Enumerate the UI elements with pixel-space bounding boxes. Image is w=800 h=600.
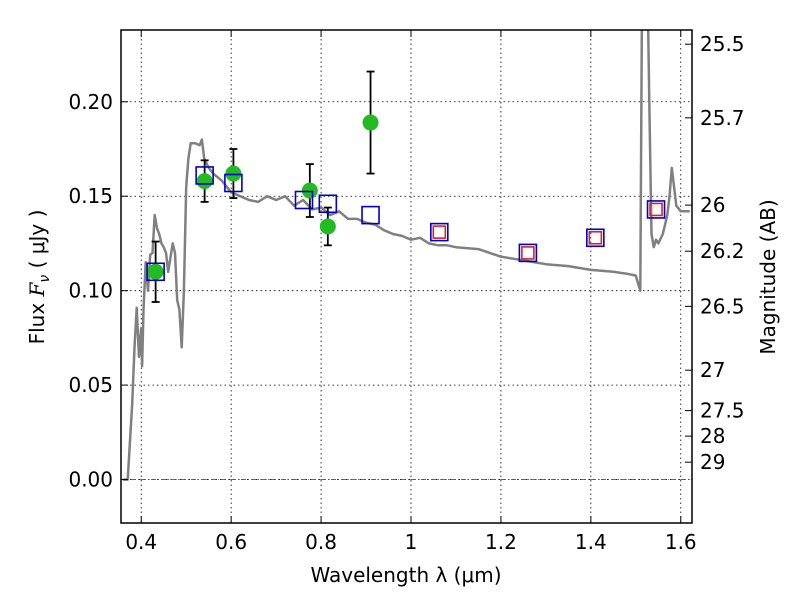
x-tick-label: 0.4 [125, 530, 157, 554]
plot-area [123, 30, 690, 481]
axis-ticks [121, 30, 692, 523]
right-tick-label: 29 [700, 450, 725, 474]
model-square-marker [294, 190, 314, 210]
y-tick-label: 0.10 [68, 279, 113, 303]
x-tick-label: 1.6 [665, 530, 697, 554]
model-square-marker [361, 205, 380, 225]
y-axis-label-subscript: ν [37, 275, 53, 283]
right-tick-label: 26.2 [700, 239, 745, 263]
y-axis-label-variable: F [25, 281, 49, 297]
right-tick-label: 26.5 [700, 294, 745, 318]
y-axis-label-prefix: Flux [25, 296, 49, 344]
model-square-marker [518, 243, 538, 263]
observed-data-point [147, 263, 164, 280]
right-tick-label: 27 [700, 358, 725, 382]
grid-lines [121, 30, 692, 523]
model-square-inner-marker [588, 230, 603, 245]
y-tick-label: 0.20 [68, 90, 113, 114]
model-square-marker [646, 200, 666, 219]
right-tick-label: 25.7 [700, 106, 745, 130]
observed-data-point [301, 182, 318, 199]
x-tick-label: 1.4 [575, 530, 607, 554]
observed-data-point [319, 218, 336, 235]
x-tick-label: 0.8 [305, 530, 337, 554]
model-square-marker [430, 222, 449, 242]
right-tick-label: 27.5 [700, 399, 745, 423]
x-tick-label: 1 [405, 530, 418, 554]
tick-labels: 0.4 0.6 0.8 1 1.2 1.4 1.6 0.00 0.05 0.10 0.15 0.20 2… [68, 32, 744, 554]
y-tick-label: 0.05 [68, 373, 113, 397]
right-tick-label: 26 [700, 193, 725, 217]
x-axis-label: Wavelength λ (μm) [310, 563, 501, 587]
observed-data-point [362, 114, 379, 131]
right-tick-label: 28 [700, 424, 725, 448]
right-tick-label: 25.5 [700, 32, 745, 56]
y-tick-label: 0.15 [68, 184, 113, 208]
y-tick-label: 0.00 [68, 468, 113, 492]
y-axis-label: Flux Fν ( μJy ) [25, 210, 53, 345]
right-axis-label: Magnitude (AB) [756, 199, 780, 354]
observed-data-point [225, 165, 242, 182]
model-square-marker [224, 173, 243, 193]
model-square-inner-marker [521, 246, 535, 260]
plot-frame [120, 29, 693, 524]
model-square-marker [195, 166, 214, 185]
observed-data-point [196, 173, 213, 190]
model-square-marker [586, 228, 605, 248]
model-spectrum-line [123, 30, 690, 481]
model-square-marker [318, 194, 338, 214]
model-square-inner-marker [649, 202, 663, 217]
y-axis-label-unit: ( μJy ) [25, 210, 49, 275]
x-tick-label: 0.6 [215, 530, 247, 554]
x-tick-label: 1.2 [485, 530, 517, 554]
model-square-inner-marker [432, 225, 447, 239]
model-square-marker [146, 262, 165, 282]
